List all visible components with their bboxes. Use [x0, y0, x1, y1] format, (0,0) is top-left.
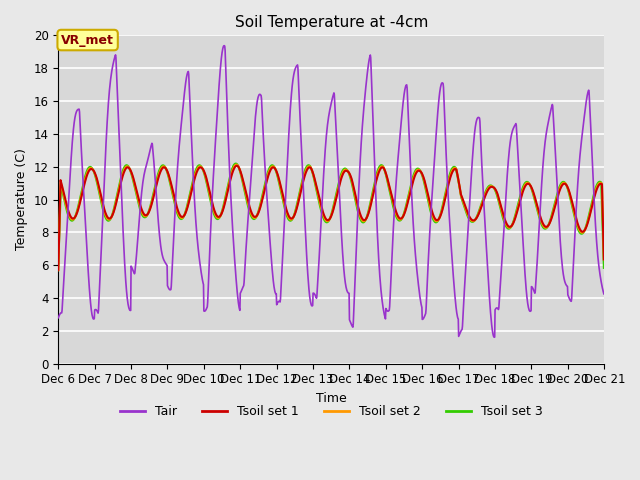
Y-axis label: Temperature (C): Temperature (C) [15, 149, 28, 251]
Text: VR_met: VR_met [61, 34, 114, 47]
Title: Soil Temperature at -4cm: Soil Temperature at -4cm [235, 15, 428, 30]
Legend: Tair, Tsoil set 1, Tsoil set 2, Tsoil set 3: Tair, Tsoil set 1, Tsoil set 2, Tsoil se… [115, 400, 547, 423]
X-axis label: Time: Time [316, 392, 347, 405]
